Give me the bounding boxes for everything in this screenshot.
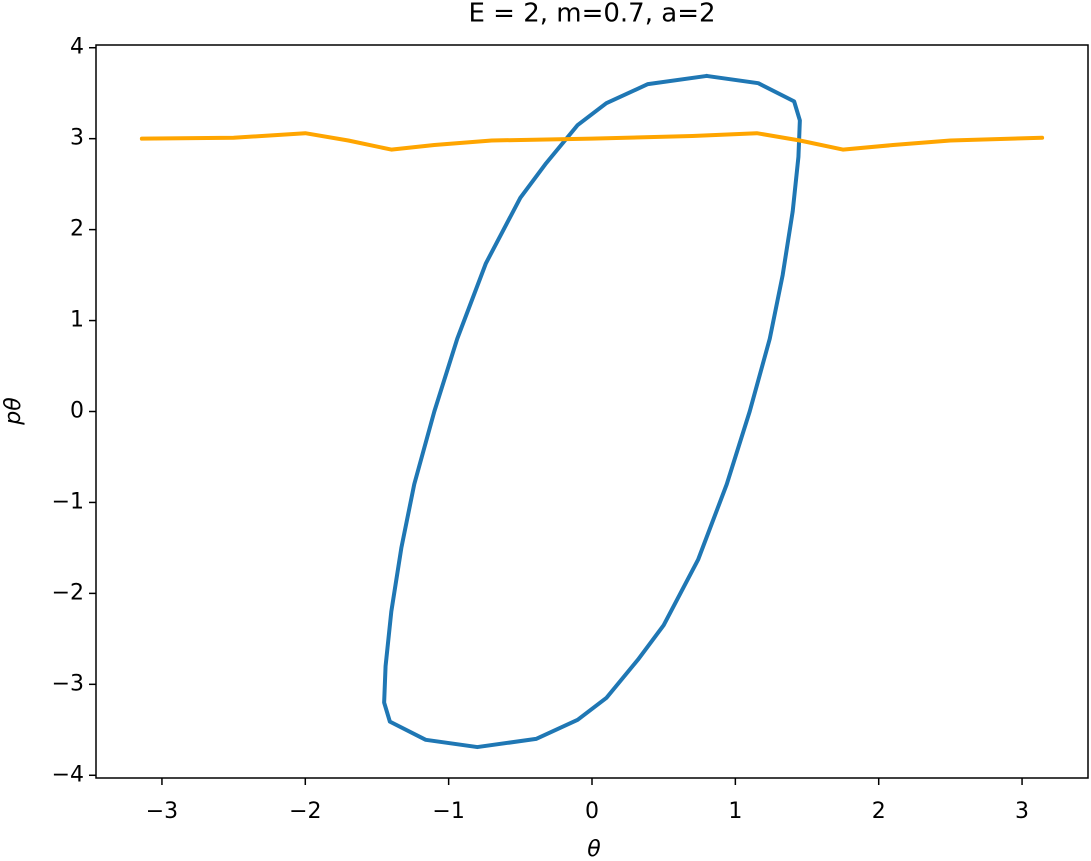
x-tick-label: 3 (1015, 799, 1029, 824)
y-tick-label: 0 (70, 399, 84, 424)
y-tick-label: 4 (70, 35, 84, 60)
x-tick-label: 1 (728, 799, 742, 824)
x-tick-label: 2 (872, 799, 886, 824)
y-axis-label: pθ (1, 397, 26, 426)
y-tick-label: −1 (52, 489, 84, 514)
x-tick-label: 0 (585, 799, 599, 824)
x-axis-label: θ (587, 837, 601, 861)
x-tick-label: −1 (432, 799, 464, 824)
x-tick-label: −2 (289, 799, 321, 824)
y-tick-label: −2 (52, 580, 84, 605)
x-tick-label: −3 (146, 799, 178, 824)
y-tick-label: −4 (52, 762, 84, 787)
line-series (382, 73, 802, 750)
y-tick-label: −3 (52, 671, 84, 696)
y-tick-label: 2 (70, 217, 84, 242)
chart-title: E = 2, m=0.7, a=2 (468, 0, 715, 29)
line-series (139, 131, 1045, 152)
y-tick-label: 3 (70, 126, 84, 151)
y-tick-label: 1 (70, 308, 84, 333)
plot-frame (95, 44, 1089, 779)
